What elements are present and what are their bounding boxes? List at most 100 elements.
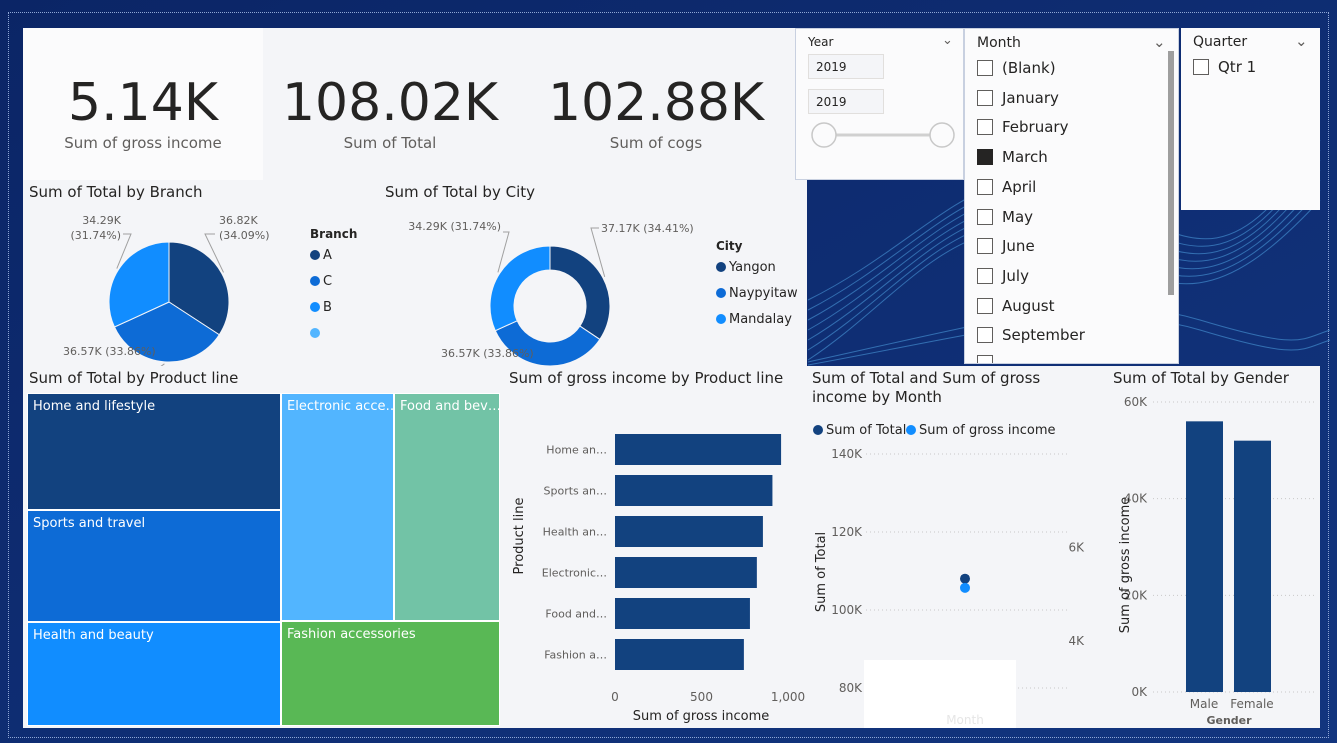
y-axis-title: Sum of Total xyxy=(814,532,829,612)
data-label: (31.74%) xyxy=(70,229,121,242)
legend-item-total: Sum of Total xyxy=(813,423,906,438)
month-item-label: August xyxy=(1002,296,1055,315)
y-tick-label: 40K xyxy=(1124,492,1148,506)
month-item-label: September xyxy=(1002,326,1085,345)
y-tick-label: 80K xyxy=(839,681,863,695)
dashboard-frame xyxy=(8,12,1329,738)
visual-title: Sum of Total by Gender xyxy=(1113,369,1289,387)
category-label: Sports an… xyxy=(544,485,607,498)
y-axis-title: Product line xyxy=(512,498,527,575)
month-item[interactable]: May xyxy=(977,207,1033,227)
legend-item: Yangon xyxy=(716,260,776,275)
scrollbar[interactable] xyxy=(1168,51,1174,295)
month-item-label: June xyxy=(1002,237,1035,256)
month-item-label: April xyxy=(1002,177,1037,196)
month-item[interactable]: April xyxy=(977,177,1036,197)
x-tick-label: 500 xyxy=(690,690,713,704)
treemap-cell[interactable]: Electronic acce… xyxy=(281,393,394,621)
checkbox-icon[interactable] xyxy=(977,60,993,76)
slicer-title: Year xyxy=(808,35,834,49)
pie-slice-mandalay xyxy=(489,245,551,332)
year-range-slider[interactable] xyxy=(810,121,960,151)
month-item[interactable]: March xyxy=(977,147,1048,167)
quarter-item[interactable]: Qtr 1 xyxy=(1193,57,1256,77)
x-axis-title: Gender xyxy=(1206,714,1252,727)
x-axis-title: Sum of gross income xyxy=(633,709,770,724)
year-slicer: Year ⌄ 2019 2019 xyxy=(795,28,964,180)
checkbox-icon[interactable] xyxy=(977,208,993,225)
month-item[interactable]: July xyxy=(977,266,1029,286)
checkbox-icon[interactable] xyxy=(977,327,993,344)
x-axis-title: Month xyxy=(946,713,984,727)
gender-bar-visual: Sum of Total by Gender 60K 40K 20K 0K Male Fe… xyxy=(1107,366,1320,728)
visual-title: Sum of Total by Product line xyxy=(29,369,239,387)
data-label: 37.17K (34.41%) xyxy=(601,222,694,235)
month-item[interactable]: June xyxy=(977,236,1035,256)
bar xyxy=(615,434,782,465)
card-label: Sum of Total xyxy=(343,134,437,152)
checkbox-icon[interactable] xyxy=(1193,59,1209,75)
month-item[interactable]: September xyxy=(977,325,1085,345)
checkbox-icon[interactable] xyxy=(977,178,993,195)
legend-item-gross-income: Sum of gross income xyxy=(906,423,1056,438)
treemap-cell[interactable]: Home and lifestyle xyxy=(27,393,281,510)
legend-item: Naypyitaw xyxy=(716,286,798,301)
year-to-input[interactable]: 2019 xyxy=(808,89,884,114)
data-label: 36.82K xyxy=(219,214,258,227)
month-scatter-visual: Sum of Total and Sum of gross income by … xyxy=(806,366,1107,728)
chevron-down-icon[interactable]: ⌄ xyxy=(942,33,953,48)
chevron-down-icon[interactable]: ⌄ xyxy=(1153,33,1166,51)
data-label: 36.57K (33.86%) xyxy=(441,347,534,360)
x-tick-label: Male xyxy=(1190,697,1218,711)
card-value: 5.14K xyxy=(68,73,218,133)
product-bar-visual: Sum of gross income by Product line Home… xyxy=(503,366,806,728)
treemap-cell[interactable]: Sports and travel xyxy=(27,510,281,622)
checkbox-icon[interactable] xyxy=(977,119,993,136)
legend-item: A xyxy=(310,248,332,263)
bar xyxy=(615,557,757,588)
pie-slice-b xyxy=(108,241,170,328)
treemap-cell[interactable]: Fashion accessories xyxy=(281,621,500,726)
card-value: 102.88K xyxy=(547,73,765,133)
treemap-cell[interactable]: Health and beauty xyxy=(27,622,281,726)
legend-item xyxy=(310,326,323,341)
month-item-label: February xyxy=(1002,118,1069,137)
y2-tick-label: 4K xyxy=(1068,634,1085,648)
month-item[interactable]: January xyxy=(977,88,1059,108)
category-label: Food and… xyxy=(545,608,607,621)
category-label: Electronic… xyxy=(542,567,607,580)
x-tick-label: Female xyxy=(1230,697,1273,711)
checkbox-icon[interactable] xyxy=(977,238,993,255)
month-item-label: May xyxy=(1002,207,1034,226)
checkbox-icon[interactable] xyxy=(977,89,993,106)
treemap-cell[interactable]: Food and bev… xyxy=(394,393,500,621)
visual-title: Sum of gross income by Product line xyxy=(509,369,784,387)
month-scatter-chart: 140K 120K 100K 80K 6K 4K Sum of Total Month xyxy=(814,447,1085,728)
data-label: (34.09%) xyxy=(219,229,270,242)
year-from-input[interactable]: 2019 xyxy=(808,54,884,79)
y-tick-label: 20K xyxy=(1124,588,1148,602)
x-tick-label: 1,000 xyxy=(771,690,805,704)
slicer-title: Month xyxy=(977,35,1021,51)
data-label: 34.29K xyxy=(82,214,121,227)
checkbox-icon[interactable] xyxy=(977,297,993,314)
slicer-title: Quarter xyxy=(1193,34,1248,50)
month-item[interactable]: (Blank) xyxy=(977,58,1056,78)
bar xyxy=(615,639,744,670)
checkbox-icon[interactable] xyxy=(977,267,993,284)
card-gross-income: 5.14K Sum of gross income xyxy=(23,28,263,180)
y2-tick-label: 6K xyxy=(1068,541,1085,555)
month-item[interactable]: February xyxy=(977,117,1068,137)
visual-title: Sum of Total by Branch xyxy=(29,183,203,201)
product-treemap-visual: Sum of Total by Product line Home and li… xyxy=(23,366,503,728)
product-bar-chart: Home an… Sports an… Health an… Electronic… F… xyxy=(512,434,805,724)
bar xyxy=(615,598,750,629)
checkbox-icon[interactable] xyxy=(977,149,993,166)
city-donut-visual: Sum of Total by City 37.17K (34.41%) 36.5… xyxy=(379,180,807,366)
legend-item: C xyxy=(310,274,332,289)
quarter-slicer: Quarter ⌄ Qtr 1 xyxy=(1181,28,1320,210)
month-item[interactable]: August xyxy=(977,296,1055,316)
category-label: Home an… xyxy=(546,444,607,457)
chevron-down-icon[interactable]: ⌄ xyxy=(1295,32,1308,50)
y-tick-label: 140K xyxy=(831,447,863,461)
